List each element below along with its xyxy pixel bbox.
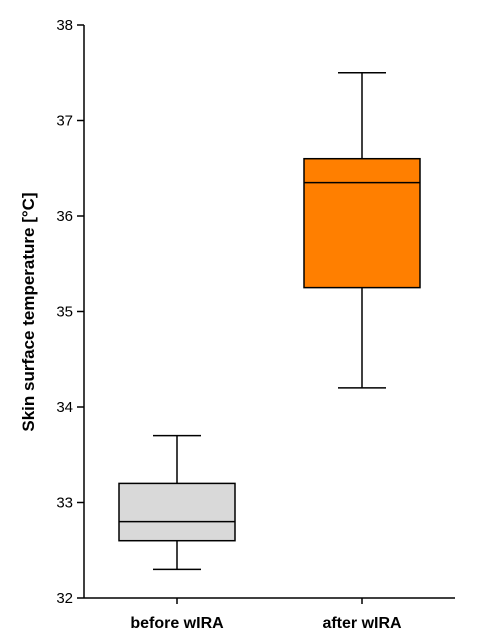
box-after-wira [303, 72, 421, 389]
iqr-box [303, 157, 421, 289]
y-tick-label: 36 [56, 208, 73, 225]
x-category-label: after wIRA [322, 615, 402, 632]
y-axis-title: Skin surface temperature [°C] [19, 192, 38, 431]
y-tick-label: 34 [56, 399, 73, 416]
y-tick-label: 38 [56, 17, 73, 34]
box-before-wira [118, 434, 236, 571]
y-tick-label: 32 [56, 590, 73, 607]
y-tick-label: 37 [56, 113, 73, 130]
y-axis: 32 33 34 35 36 37 38 [56, 17, 85, 607]
x-axis: before wIRA after wIRA [84, 597, 455, 632]
y-tick-label: 33 [56, 495, 73, 512]
box-series [118, 72, 421, 571]
iqr-box [118, 482, 236, 542]
x-category-label: before wIRA [130, 615, 224, 632]
y-tick-label: 35 [56, 304, 73, 321]
